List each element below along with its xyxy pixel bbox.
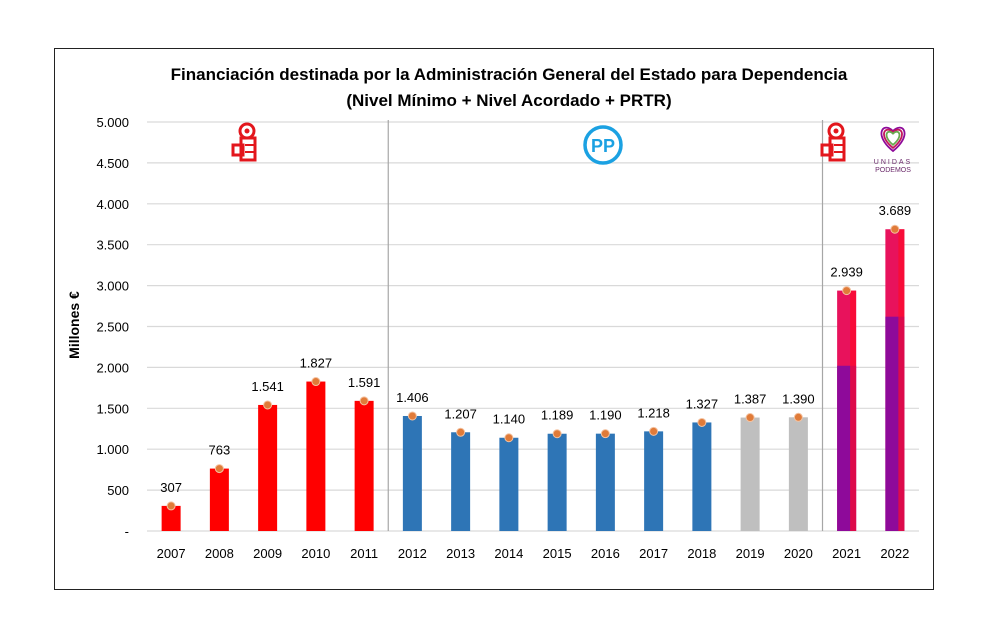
chart-title: Financiación destinada por la Administra… [171, 65, 848, 84]
data-marker [745, 413, 755, 423]
data-label: 1.218 [637, 405, 670, 420]
data-label: 3.689 [879, 203, 912, 218]
bar [740, 417, 760, 531]
y-tick-label: 4.000 [96, 197, 129, 212]
pp-logo-text: PP [591, 136, 615, 156]
x-tick-label: 2016 [591, 546, 620, 561]
bar [402, 415, 422, 531]
x-tick-label: 2013 [446, 546, 475, 561]
data-label: 763 [209, 443, 231, 458]
data-marker [504, 433, 514, 443]
x-tick-label: 2021 [832, 546, 861, 561]
data-label: 1.327 [686, 396, 719, 411]
y-tick-label: 2.000 [96, 360, 129, 375]
y-tick-label: 1.500 [96, 401, 129, 416]
data-label: 1.390 [782, 391, 815, 406]
y-tick-label: 3.000 [96, 279, 129, 294]
rose-center-icon [244, 128, 250, 134]
fist-thumb-icon [820, 143, 834, 157]
data-marker [697, 417, 707, 427]
data-label: 2.939 [830, 265, 863, 280]
bar-edge-shade [850, 290, 857, 531]
chart-frame: Financiación destinada por la Administra… [54, 48, 934, 590]
data-marker [600, 429, 610, 439]
podemos-text: PODEMOS [875, 167, 911, 174]
bar [451, 432, 471, 531]
data-marker [311, 377, 321, 387]
bar [595, 433, 615, 531]
bar [692, 422, 712, 531]
data-marker [649, 426, 659, 436]
data-marker [890, 224, 900, 234]
data-label: 1.207 [444, 406, 477, 421]
x-tick-label: 2009 [253, 546, 282, 561]
data-marker [793, 412, 803, 422]
bar [258, 404, 278, 531]
bar-edge-shade [898, 229, 905, 531]
x-tick-label: 2015 [543, 546, 572, 561]
data-label: 1.591 [348, 375, 381, 390]
data-label: 307 [160, 480, 182, 495]
data-marker [359, 396, 369, 406]
pp-logo-icon: PP [583, 125, 623, 165]
x-tick-label: 2019 [736, 546, 765, 561]
bar [547, 433, 567, 531]
y-tick-label: 4.500 [96, 156, 129, 171]
data-marker [214, 464, 224, 474]
x-tick-label: 2018 [687, 546, 716, 561]
psoe-logo-icon [231, 122, 257, 162]
y-tick-label: 5.000 [96, 115, 129, 130]
y-axis-label: Millones € [66, 291, 82, 359]
data-label: 1.387 [734, 392, 767, 407]
data-marker [456, 427, 466, 437]
y-tick-label: 500 [107, 483, 129, 498]
x-tick-label: 2017 [639, 546, 668, 561]
data-marker [263, 400, 273, 410]
x-tick-label: 2022 [880, 546, 909, 561]
bar-chart: Financiación destinada por la Administra… [66, 65, 919, 561]
bar [161, 505, 181, 531]
data-marker [166, 501, 176, 511]
unidas-text: UNIDAS [874, 159, 912, 166]
chart-subtitle: (Nivel Mínimo + Nivel Acordado + PRTR) [346, 91, 671, 110]
bar [306, 381, 326, 531]
x-tick-label: 2010 [301, 546, 330, 561]
y-tick-label: 1.000 [96, 442, 129, 457]
fist-icon [239, 136, 257, 162]
y-tick-label: - [125, 524, 129, 539]
bar [499, 437, 519, 531]
bar [788, 417, 808, 531]
data-marker [552, 429, 562, 439]
data-label: 1.140 [493, 412, 526, 427]
bar [209, 468, 229, 531]
bar [354, 400, 374, 531]
pp-circle [583, 125, 623, 165]
x-tick-label: 2007 [157, 546, 186, 561]
x-tick-label: 2012 [398, 546, 427, 561]
heart-icon [880, 126, 906, 153]
data-label: 1.189 [541, 408, 574, 423]
heart-icon [885, 130, 901, 146]
data-label: 1.190 [589, 408, 622, 423]
data-label: 1.541 [251, 379, 284, 394]
data-label: 1.406 [396, 390, 429, 405]
y-tick-label: 2.500 [96, 320, 129, 335]
y-tick-label: 3.500 [96, 238, 129, 253]
psoe-logo-icon [820, 122, 846, 162]
x-tick-label: 2014 [494, 546, 523, 561]
x-tick-label: 2020 [784, 546, 813, 561]
data-marker [407, 411, 417, 421]
heart-icon [883, 128, 903, 150]
x-tick-label: 2011 [350, 546, 378, 561]
x-tick-label: 2008 [205, 546, 234, 561]
data-label: 1.827 [300, 356, 333, 371]
bar [644, 431, 664, 531]
fist-thumb-icon [231, 143, 245, 157]
data-marker [842, 286, 852, 296]
rose-center-icon [833, 128, 839, 134]
fist-icon [828, 136, 846, 162]
